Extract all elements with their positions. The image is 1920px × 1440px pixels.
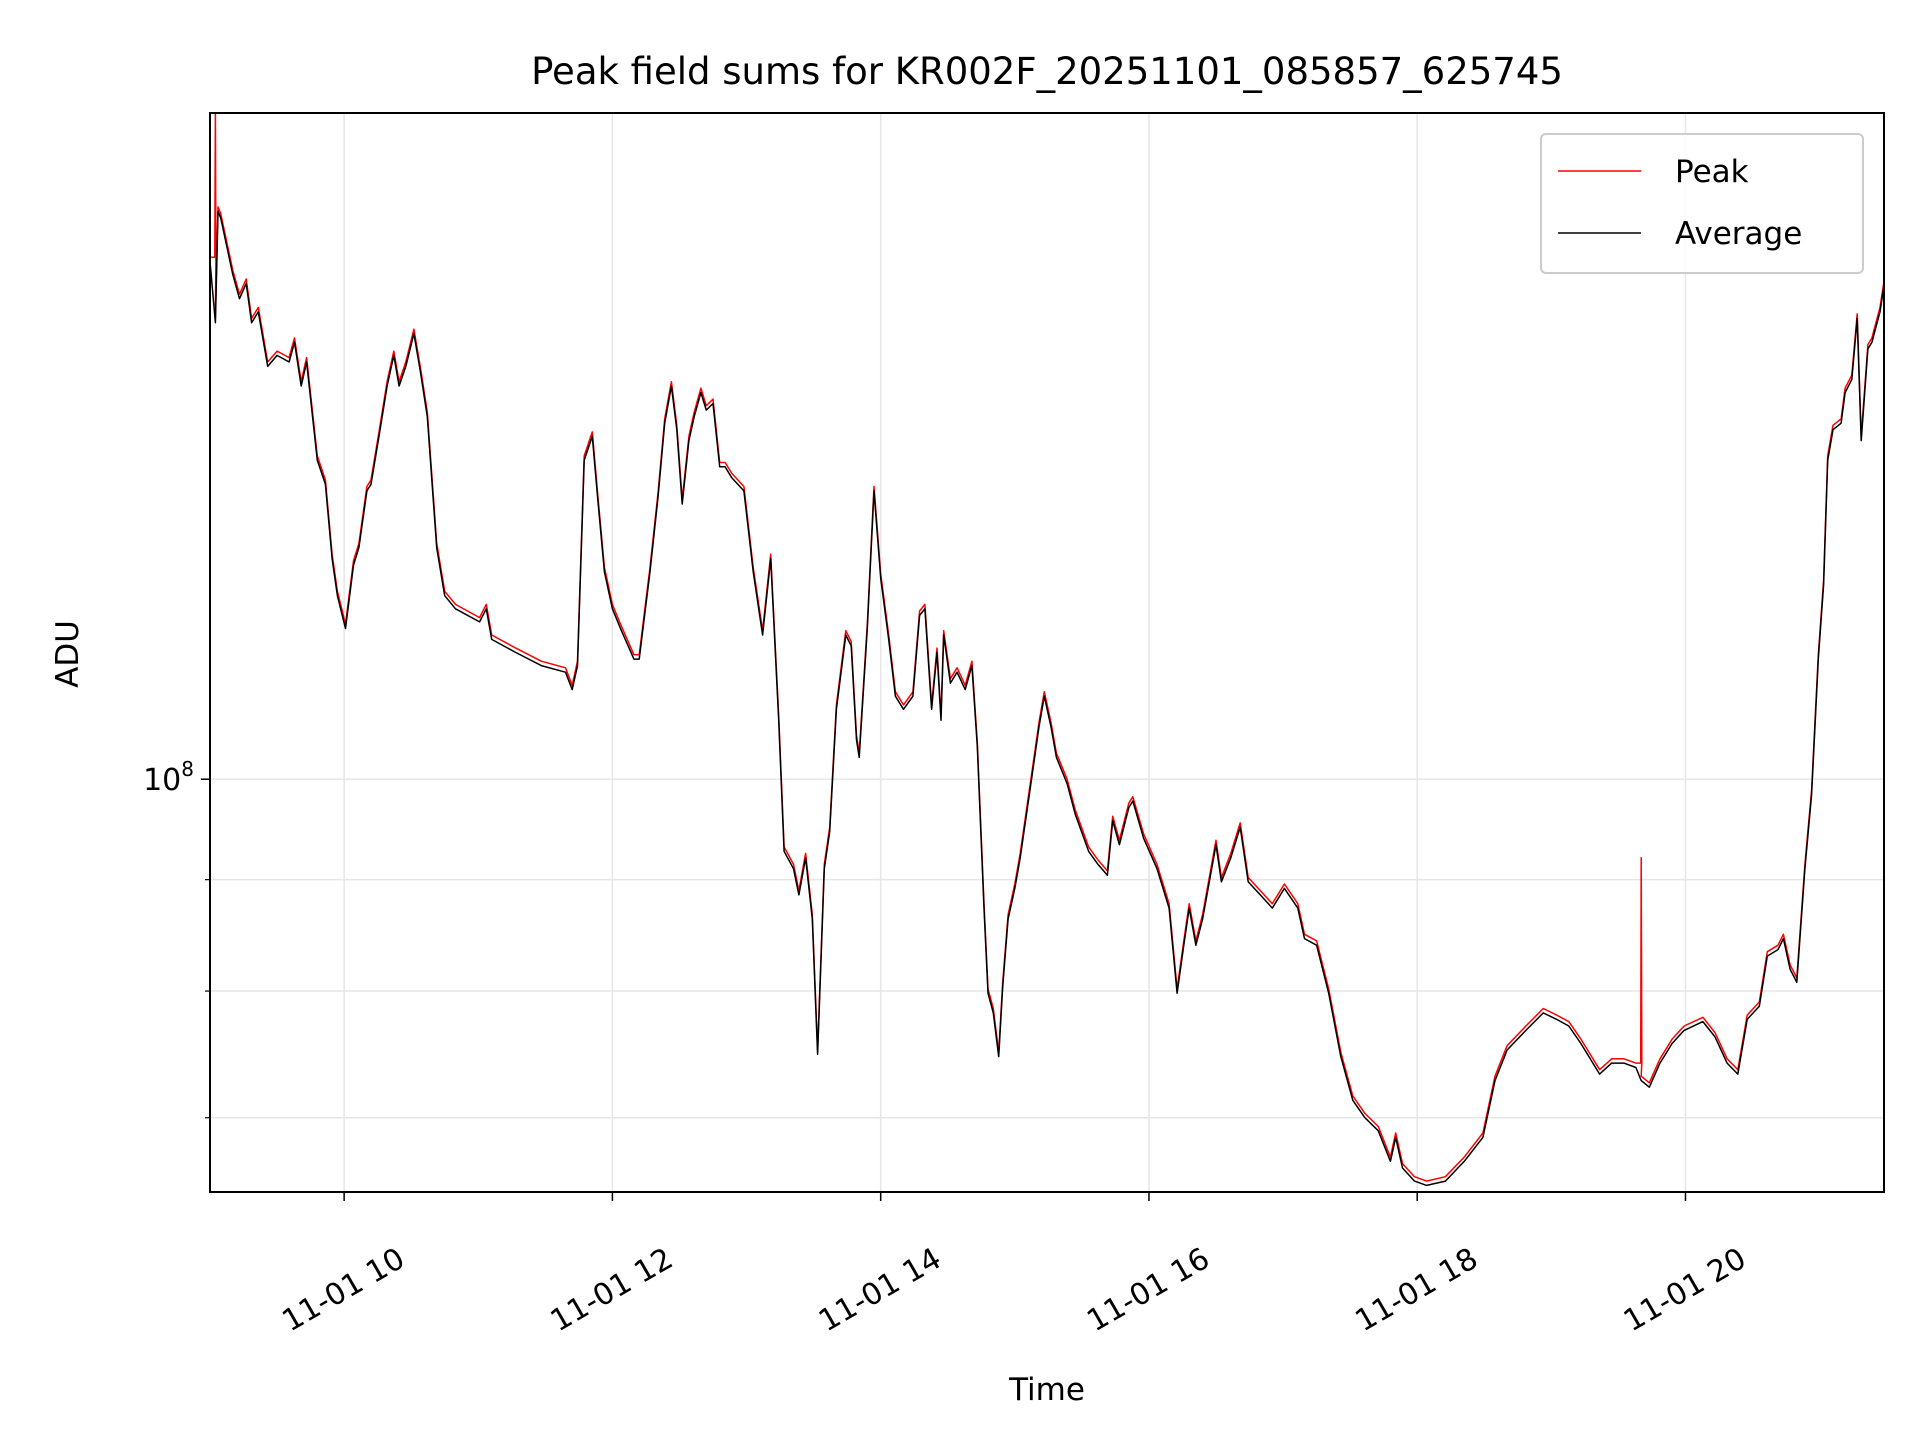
legend-average-label: Average	[1675, 216, 1802, 252]
ticks: 11-01 10 11-01 12 11-01 14 11-01 16 11-01 18…	[143, 757, 1752, 1339]
y-tick-exponent: 8	[181, 757, 194, 781]
x-tick-label: 11-01 12	[545, 1241, 679, 1339]
chart-title: Peak field sums for KR002F_20251101_0858…	[531, 50, 1563, 93]
legend: Peak Average	[1540, 133, 1864, 274]
x-tick-label: 11-01 10	[276, 1241, 410, 1339]
plot-area	[209, 112, 1885, 1187]
y-tick-label: 108	[143, 757, 194, 798]
legend-peak-label: Peak	[1675, 154, 1749, 190]
x-tick-label: 11-01 16	[1081, 1241, 1215, 1339]
x-tick-label: 11-01 14	[813, 1241, 947, 1339]
series-average-line	[209, 210, 1885, 1187]
legend-box	[1540, 133, 1864, 274]
grid	[210, 113, 1884, 1192]
x-axis-label: Time	[1008, 1372, 1085, 1408]
y-axis-label: ADU	[50, 620, 86, 688]
axes-frame	[209, 112, 1885, 1193]
x-tick-label: 11-01 20	[1618, 1241, 1752, 1339]
x-tick-label: 11-01 18	[1350, 1241, 1484, 1339]
y-tick-base: 10	[143, 763, 181, 798]
